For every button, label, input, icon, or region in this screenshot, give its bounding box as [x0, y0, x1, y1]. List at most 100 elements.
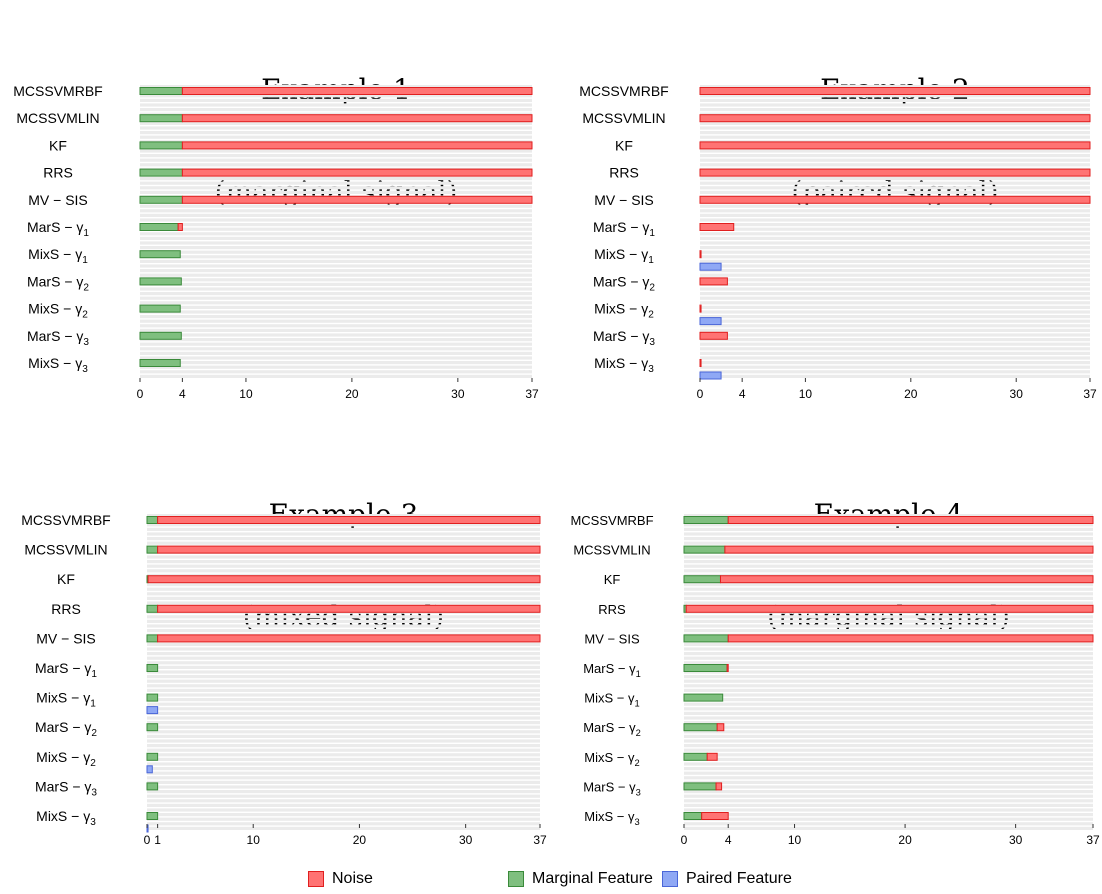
- track-line: [140, 232, 532, 236]
- bar-marginal: [683, 545, 726, 554]
- track-line: [140, 103, 532, 107]
- track-line: [700, 259, 1090, 263]
- track-line: [700, 287, 1090, 291]
- track-line: [684, 661, 1093, 665]
- track-line: [147, 523, 540, 527]
- track-line: [684, 739, 1093, 743]
- track-line: [700, 158, 1090, 162]
- bar-noise: [715, 782, 723, 791]
- track-line: [684, 716, 1093, 720]
- bar-noise: [181, 195, 533, 204]
- x-tick-label: 0: [144, 833, 151, 847]
- row-label: MarS − γ2: [35, 719, 97, 739]
- row-label: MarS − γ3: [583, 779, 641, 797]
- bar-noise: [727, 634, 1094, 643]
- row-label-subscript: 1: [635, 699, 640, 709]
- bar-paired: [699, 317, 722, 326]
- track-line: [684, 624, 1093, 628]
- row-label: MarS − γ2: [583, 720, 641, 738]
- bar-marginal: [146, 634, 159, 643]
- bar-paired: [699, 262, 722, 271]
- track-line: [684, 564, 1093, 568]
- track-line: [140, 351, 532, 355]
- bar-noise: [699, 114, 1091, 123]
- track-line: [140, 315, 532, 319]
- bar-noise: [699, 304, 702, 313]
- track-line: [684, 744, 1093, 748]
- track-line: [684, 679, 1093, 683]
- track-line: [684, 619, 1093, 623]
- track-line: [684, 656, 1093, 660]
- row-label: MCSSVMRBF: [21, 512, 110, 528]
- track-line: [684, 596, 1093, 600]
- row-label-subscript: 3: [635, 817, 640, 827]
- track-line: [147, 734, 540, 738]
- track-line: [147, 744, 540, 748]
- track-line: [147, 688, 540, 692]
- track-line: [700, 209, 1090, 213]
- bar-noise: [177, 223, 183, 231]
- row-label-subscript: 3: [636, 787, 641, 797]
- track-line: [147, 771, 540, 775]
- track-line: [700, 301, 1090, 305]
- track-line: [700, 296, 1090, 300]
- bar-noise: [706, 752, 718, 761]
- row-label-subscript: 3: [90, 817, 96, 828]
- bar-noise: [147, 575, 541, 584]
- track-line: [140, 273, 532, 277]
- row-label-subscript: 2: [90, 758, 96, 769]
- bar-marginal: [139, 87, 183, 95]
- bar-noise: [157, 516, 541, 524]
- legend-item-marginal: Marginal Feature: [508, 870, 653, 888]
- track-line: [700, 278, 1090, 282]
- x-tick-label: 0: [697, 387, 704, 401]
- row-label: MixS − γ3: [36, 808, 96, 828]
- row-label-subscript: 2: [82, 310, 88, 321]
- track-line: [684, 702, 1093, 706]
- track-line: [147, 596, 540, 600]
- row-label: MCSSVMLIN: [24, 542, 107, 558]
- track-line: [140, 181, 532, 185]
- row-label: KF: [615, 137, 633, 153]
- track-line: [140, 296, 532, 300]
- row-label: MixS − γ2: [36, 749, 96, 769]
- track-line: [684, 721, 1093, 725]
- track-line: [140, 149, 532, 153]
- charts-canvas: MCSSVMRBF MCSSVMLIN KF RRS MV − SIS MarS − γ1…: [13, 83, 1100, 847]
- x-tick-label: 10: [239, 387, 253, 401]
- track-line: [684, 730, 1093, 734]
- track-line: [700, 236, 1090, 240]
- track-line: [140, 158, 532, 162]
- row-label: MV − SIS: [584, 631, 640, 646]
- track-line: [140, 241, 532, 245]
- track-line: [700, 126, 1090, 130]
- track-line: [140, 374, 532, 378]
- track-line: [147, 652, 540, 656]
- track-line: [684, 647, 1093, 651]
- track-line: [700, 223, 1090, 227]
- track-line: [140, 126, 532, 130]
- bar-marginal: [139, 168, 183, 177]
- track-line: [700, 351, 1090, 355]
- track-line: [140, 227, 532, 231]
- bar-paired: [699, 371, 722, 380]
- track-line: [700, 324, 1090, 328]
- row-label-subscript: 2: [648, 310, 654, 321]
- track-line: [147, 624, 540, 628]
- track-line: [147, 656, 540, 660]
- row-label: MarS − γ1: [35, 660, 97, 680]
- track-line: [140, 319, 532, 323]
- track-line: [684, 753, 1093, 757]
- x-tick-label: 0: [137, 387, 144, 401]
- track-line: [147, 730, 540, 734]
- x-tick-label: 37: [525, 387, 539, 401]
- track-line: [147, 702, 540, 706]
- track-line: [140, 177, 532, 181]
- track-line: [140, 338, 532, 342]
- track-line: [147, 785, 540, 789]
- x-tick-label: 4: [739, 387, 746, 401]
- track-line: [147, 661, 540, 665]
- track-line: [700, 273, 1090, 277]
- track-line: [684, 785, 1093, 789]
- bar-marginal: [683, 693, 724, 702]
